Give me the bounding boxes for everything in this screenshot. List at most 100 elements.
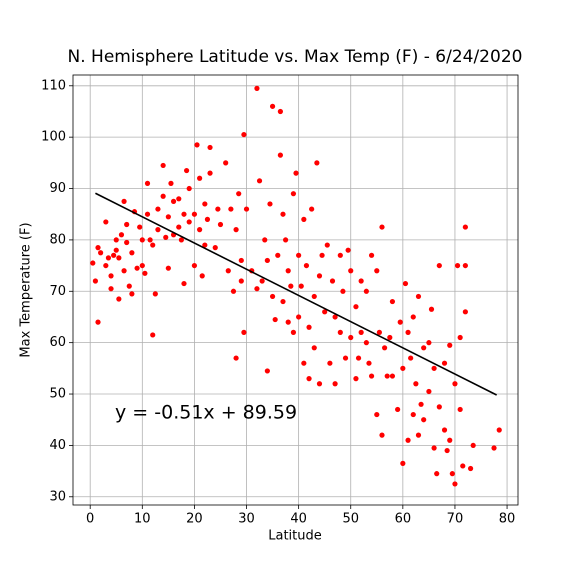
point bbox=[241, 131, 247, 138]
point bbox=[337, 329, 343, 335]
point bbox=[259, 278, 265, 284]
point bbox=[441, 427, 448, 433]
point bbox=[355, 355, 362, 361]
point bbox=[103, 262, 109, 269]
point bbox=[197, 175, 203, 181]
point bbox=[160, 193, 166, 199]
y-tick-label: 110 bbox=[41, 78, 66, 93]
point bbox=[342, 355, 349, 361]
point bbox=[431, 445, 437, 451]
point bbox=[387, 334, 393, 341]
point bbox=[384, 373, 390, 379]
point bbox=[434, 471, 440, 477]
plot-frame bbox=[72, 74, 519, 506]
point bbox=[405, 437, 411, 443]
x-tick-label: 10 bbox=[134, 512, 151, 527]
point bbox=[296, 314, 302, 320]
point bbox=[191, 211, 198, 217]
point bbox=[306, 376, 312, 382]
point bbox=[126, 283, 132, 289]
point bbox=[186, 185, 192, 192]
point bbox=[163, 234, 169, 240]
point bbox=[139, 237, 145, 243]
point bbox=[428, 306, 435, 312]
point bbox=[103, 219, 109, 225]
chart-title: N. Hemisphere Latitude vs. Max Temp (F) … bbox=[68, 47, 523, 67]
point bbox=[311, 345, 317, 351]
point bbox=[454, 262, 461, 269]
point bbox=[397, 319, 403, 325]
x-tick-label: 30 bbox=[238, 512, 255, 527]
point bbox=[303, 262, 310, 269]
y-axis-label: Max Temperature (F) bbox=[19, 222, 34, 357]
point bbox=[389, 373, 396, 379]
point bbox=[238, 257, 244, 264]
point bbox=[186, 219, 192, 225]
point bbox=[348, 334, 354, 341]
point bbox=[152, 291, 158, 297]
point bbox=[269, 103, 276, 109]
point bbox=[150, 242, 156, 248]
x-tick-label: 60 bbox=[395, 512, 412, 527]
y-tick-label: 40 bbox=[49, 438, 66, 453]
point bbox=[379, 224, 385, 230]
point bbox=[285, 319, 291, 325]
point bbox=[311, 293, 317, 300]
point bbox=[368, 373, 375, 379]
y-tick-label: 80 bbox=[49, 232, 66, 247]
x-axis-label: Latitude bbox=[268, 529, 322, 544]
point bbox=[436, 404, 442, 410]
regression-line bbox=[95, 192, 497, 396]
point bbox=[165, 265, 171, 271]
point bbox=[217, 221, 224, 228]
y-tick-label: 30 bbox=[49, 489, 66, 504]
point bbox=[121, 268, 127, 274]
point bbox=[296, 252, 302, 258]
point bbox=[421, 345, 427, 351]
point bbox=[316, 381, 323, 387]
point bbox=[358, 329, 364, 335]
point bbox=[233, 227, 239, 233]
point bbox=[150, 332, 156, 338]
point bbox=[92, 278, 99, 284]
point bbox=[462, 224, 468, 230]
point bbox=[460, 463, 466, 469]
point bbox=[353, 376, 359, 382]
point bbox=[243, 206, 250, 212]
point bbox=[421, 417, 427, 423]
y-tick-label: 90 bbox=[49, 181, 66, 196]
point bbox=[366, 360, 372, 366]
point bbox=[202, 201, 208, 207]
point bbox=[348, 268, 354, 274]
point bbox=[116, 296, 122, 302]
point bbox=[176, 224, 182, 230]
point bbox=[108, 286, 114, 292]
x-tick-label: 0 bbox=[86, 512, 94, 527]
point bbox=[324, 242, 330, 248]
point bbox=[290, 191, 297, 197]
point bbox=[121, 198, 127, 204]
point bbox=[147, 237, 153, 243]
point bbox=[236, 191, 242, 197]
point bbox=[353, 304, 359, 310]
point bbox=[426, 388, 432, 395]
point bbox=[264, 368, 270, 374]
point bbox=[319, 252, 325, 258]
point bbox=[155, 227, 161, 233]
point bbox=[194, 142, 200, 148]
point bbox=[129, 250, 135, 256]
point bbox=[282, 237, 289, 243]
point bbox=[160, 162, 166, 169]
point bbox=[431, 365, 437, 371]
point bbox=[170, 198, 177, 204]
point bbox=[108, 273, 114, 279]
point bbox=[447, 342, 453, 348]
point bbox=[368, 252, 375, 258]
x-tick-label: 40 bbox=[290, 512, 307, 527]
point bbox=[280, 298, 286, 305]
point bbox=[137, 224, 143, 230]
point bbox=[363, 288, 369, 294]
point bbox=[496, 427, 502, 433]
point bbox=[181, 280, 187, 287]
